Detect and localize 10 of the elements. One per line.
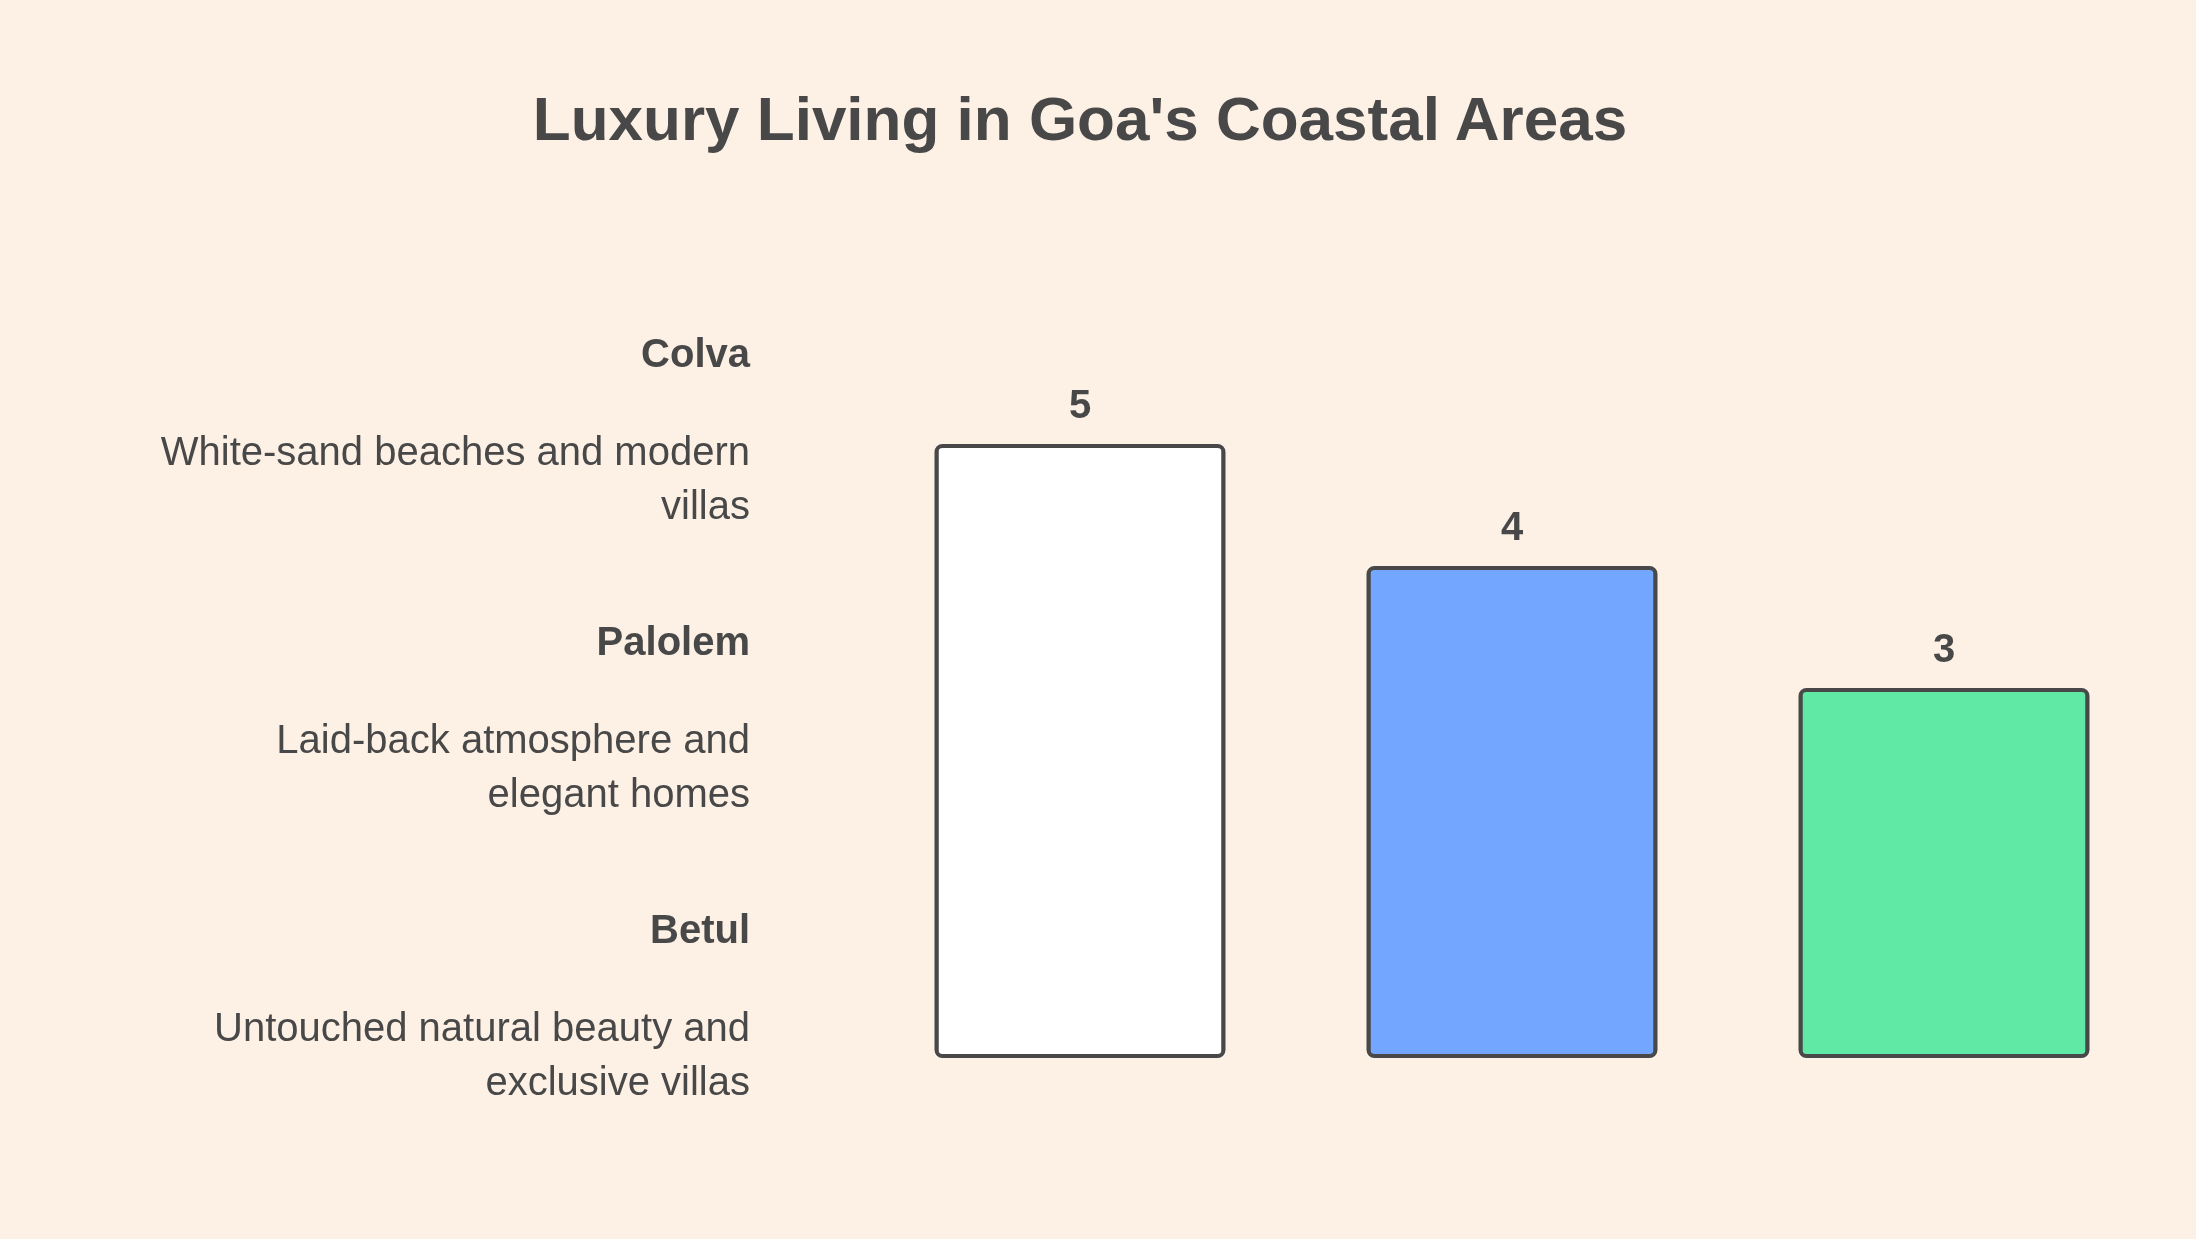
text: Betul (650, 907, 750, 951)
data-label: 3 (1932, 626, 1956, 670)
text: Palolem (596, 619, 750, 663)
text: Colva (641, 331, 751, 375)
chart-title: Luxury Living in Goa's Coastal Areas (532, 84, 1628, 153)
text: Laid-back atmosphere and elegant homes (276, 717, 750, 815)
text: Untouched natural beauty and exclusive villas (214, 1005, 750, 1103)
data-label: 4 (1500, 504, 1524, 548)
text: White-sand beaches and modern villas (160, 429, 750, 527)
data-label: 5 (1068, 382, 1092, 426)
